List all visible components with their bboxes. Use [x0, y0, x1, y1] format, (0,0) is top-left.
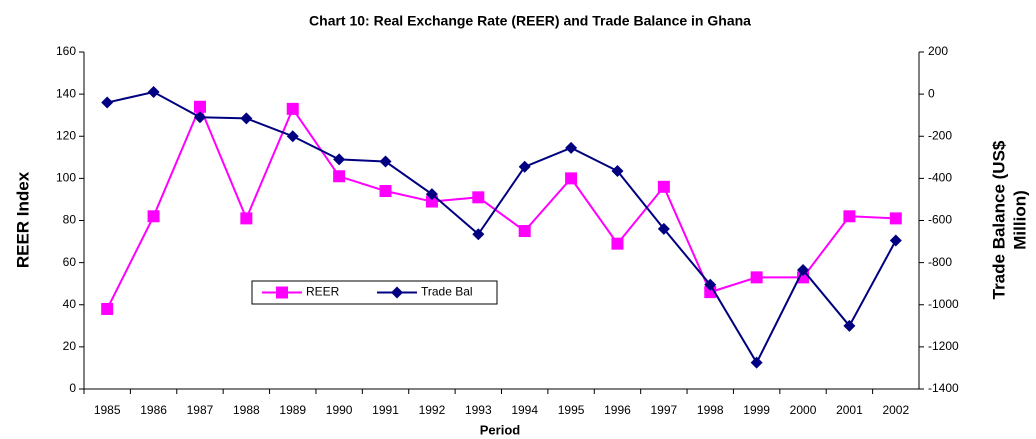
y-tick-label: 100 — [56, 171, 76, 185]
legend-marker — [391, 286, 403, 299]
x-tick-label: 1988 — [233, 403, 260, 417]
data-point — [333, 170, 346, 183]
y2-axis-label: Million) — [1010, 190, 1029, 249]
x-tick-label: 1991 — [372, 403, 399, 417]
legend-label: Trade Bal — [421, 285, 473, 299]
data-point — [101, 302, 114, 315]
legend-marker — [276, 286, 288, 299]
data-point — [518, 160, 531, 173]
x-tick-label: 1989 — [279, 403, 306, 417]
x-tick-label: 1998 — [697, 403, 724, 417]
x-tick-label: 1987 — [187, 403, 214, 417]
legend-label: REER — [306, 285, 340, 299]
data-point — [286, 130, 299, 143]
y-tick-label: 20 — [63, 339, 77, 353]
data-point — [843, 319, 856, 332]
data-point — [379, 185, 392, 198]
y2-tick-label: -200 — [928, 128, 952, 142]
x-tick-label: 1993 — [465, 403, 492, 417]
y-tick-label: 0 — [69, 381, 76, 395]
data-point — [750, 271, 763, 284]
x-tick-label: 2002 — [882, 403, 909, 417]
data-point — [425, 195, 438, 208]
y-tick-label: 60 — [63, 255, 77, 269]
data-point — [657, 180, 670, 193]
series-line — [106, 90, 897, 365]
data-point — [240, 212, 253, 225]
data-point — [611, 165, 624, 178]
data-point — [657, 222, 670, 235]
x-tick-label: 2000 — [790, 403, 817, 417]
x-tick-label: 1995 — [558, 403, 585, 417]
data-point — [240, 112, 253, 125]
y2-tick-label: -800 — [928, 255, 952, 269]
legend-box — [251, 280, 498, 305]
data-point — [750, 356, 763, 369]
y2-tick-label: -1400 — [928, 381, 959, 395]
x-tick-label: 1994 — [511, 403, 538, 417]
x-tick-label: 2001 — [836, 403, 863, 417]
data-point — [889, 234, 902, 247]
data-point — [843, 210, 856, 223]
x-tick-label: 1985 — [94, 403, 121, 417]
data-point — [704, 278, 717, 291]
series-line — [106, 104, 896, 310]
data-point — [333, 153, 346, 166]
data-point — [286, 102, 299, 115]
x-tick-label: 1996 — [604, 403, 631, 417]
y-tick-label: 160 — [56, 44, 76, 58]
y2-tick-label: -1200 — [928, 339, 959, 353]
data-point — [472, 228, 485, 241]
data-point — [472, 191, 485, 204]
y2-tick-label: -400 — [928, 171, 952, 185]
y-axis-label: REER Index — [13, 171, 32, 268]
data-point — [193, 100, 206, 113]
x-tick-label: 1997 — [651, 403, 678, 417]
y2-tick-label: 200 — [928, 44, 948, 58]
x-axis-label: Period — [480, 422, 521, 437]
y-tick-label: 40 — [63, 297, 77, 311]
x-tick-label: 1990 — [326, 403, 353, 417]
data-point — [101, 96, 114, 109]
data-point — [425, 188, 438, 201]
y-tick-label: 80 — [63, 213, 77, 227]
chart-title: Chart 10: Real Exchange Rate (REER) and … — [309, 13, 751, 29]
data-point — [565, 172, 578, 185]
data-point — [147, 210, 160, 223]
data-point — [889, 212, 902, 225]
x-tick-label: 1986 — [140, 403, 167, 417]
y2-tick-label: -1000 — [928, 297, 959, 311]
y2-tick-label: 0 — [928, 86, 935, 100]
data-point — [379, 155, 392, 168]
y2-axis-label: Trade Balance (US$ — [989, 140, 1008, 299]
data-point — [518, 225, 531, 238]
y-tick-label: 120 — [56, 128, 76, 142]
data-point — [611, 237, 624, 250]
y2-tick-label: -600 — [928, 213, 952, 227]
y-tick-label: 140 — [56, 86, 76, 100]
data-point — [797, 263, 810, 276]
data-point — [193, 111, 206, 124]
x-tick-label: 1999 — [743, 403, 770, 417]
data-point — [565, 141, 578, 154]
x-tick-label: 1992 — [419, 403, 446, 417]
data-point — [147, 86, 160, 99]
